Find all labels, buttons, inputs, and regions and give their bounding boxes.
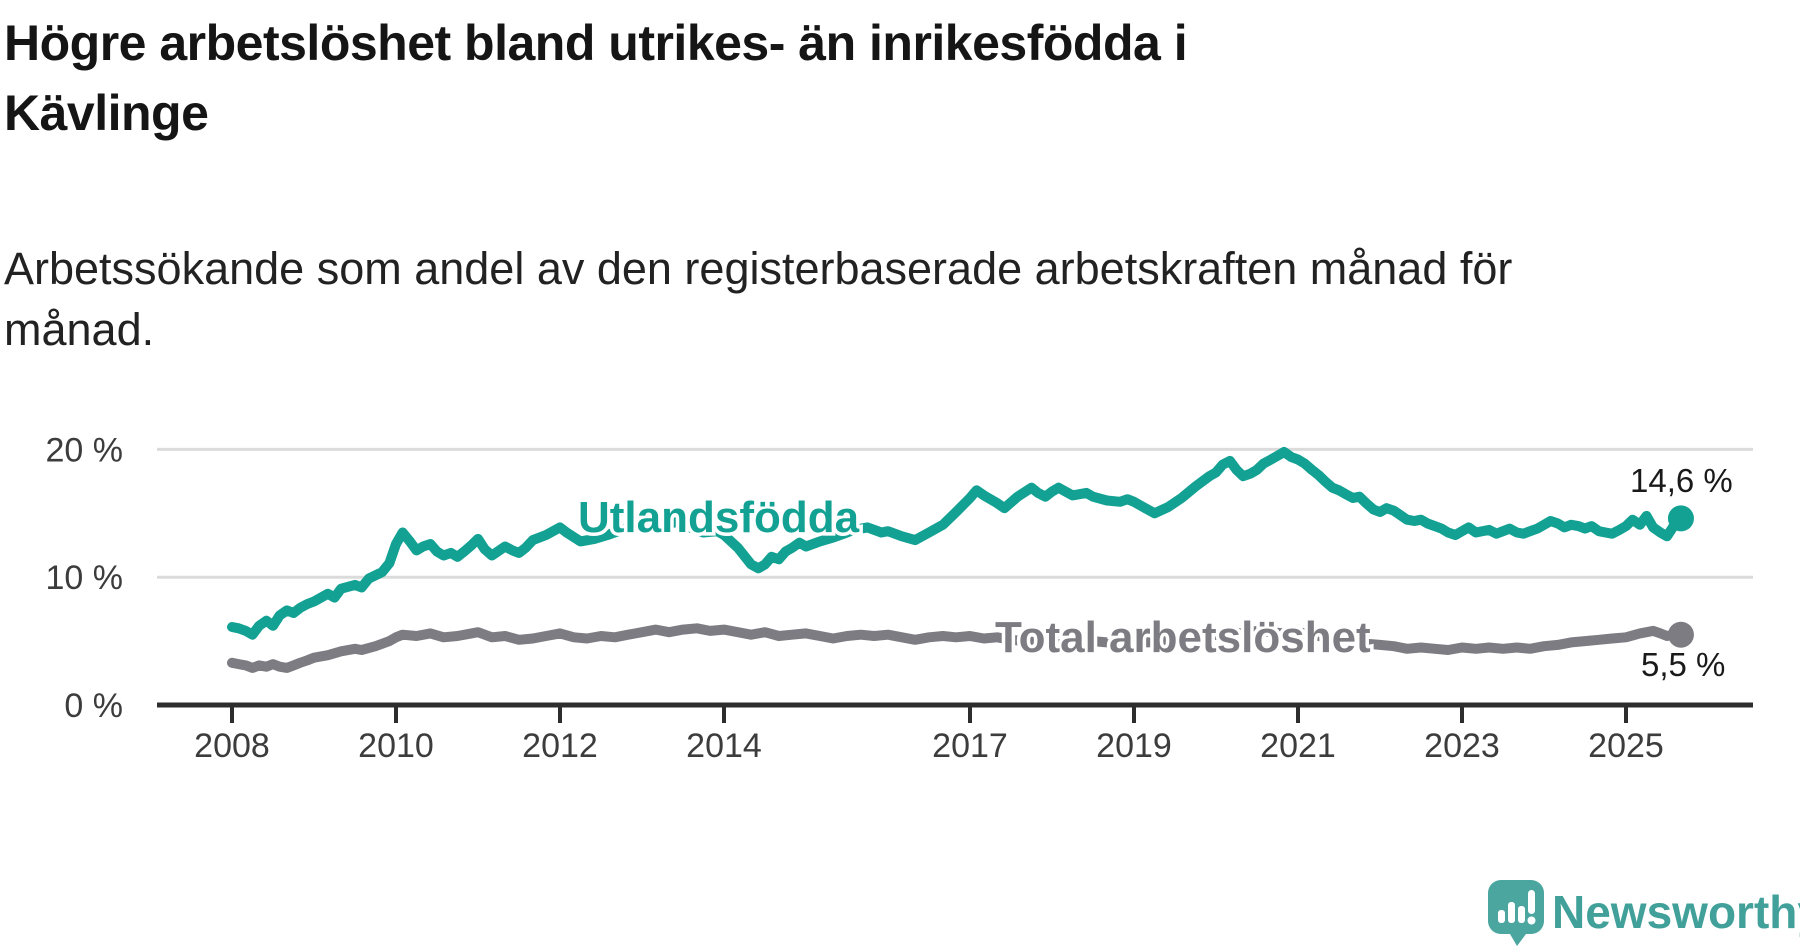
series-end-dot-utlandsfodda <box>1667 505 1694 532</box>
series-line-utlandsfodda <box>227 447 1686 640</box>
x-tick-label-2019: 2019 <box>1096 727 1172 765</box>
x-tick-label-2010: 2010 <box>358 727 434 765</box>
x-tick-label-2025: 2025 <box>1588 727 1664 765</box>
newsworthy-bubble-icon <box>1488 880 1544 946</box>
y-tick-label-10: 10 % <box>46 559 124 597</box>
x-tick-label-2014: 2014 <box>686 727 762 765</box>
chart-title-line2: Kävlinge <box>4 85 209 141</box>
series-end-dot-total <box>1667 621 1694 648</box>
line-chart: 20 % 10 % 0 % 2008 2010 2012 2014 2017 2019 2021 2… <box>0 370 1800 800</box>
chart-title-line1: Högre arbetslöshet bland utrikes- än inr… <box>4 15 1188 71</box>
newsworthy-logo: Newsworthy <box>1486 878 1800 948</box>
series-label-total: Total arbetslöshet <box>995 613 1371 662</box>
chart-title: Högre arbetslöshet bland utrikes- än inr… <box>4 8 1188 148</box>
chart-subtitle: Arbetssökande som andel av den registerb… <box>4 238 1512 360</box>
y-tick-label-20: 20 % <box>46 431 124 469</box>
chart-subtitle-line1: Arbetssökande som andel av den registerb… <box>4 243 1513 294</box>
newsworthy-wordmark: Newsworthy <box>1552 886 1800 938</box>
x-tick-label-2017: 2017 <box>932 727 1008 765</box>
x-tick-label-2008: 2008 <box>194 727 270 765</box>
end-value-label-utlandsfodda: 14,6 % <box>1630 462 1733 499</box>
x-tick-label-2012: 2012 <box>522 727 598 765</box>
series-line-total <box>227 623 1686 673</box>
y-tick-label-0: 0 % <box>64 687 123 725</box>
chart-subtitle-line2: månad. <box>4 304 155 355</box>
line-chart-canvas: 20 % 10 % 0 % 2008 2010 2012 2014 2017 2019 2021 2… <box>46 431 1753 765</box>
x-tick-label-2021: 2021 <box>1260 727 1336 765</box>
x-tick-label-2023: 2023 <box>1424 727 1500 765</box>
end-value-label-total: 5,5 % <box>1641 646 1725 683</box>
series-label-utlandsfodda: Utlandsfödda <box>578 493 860 542</box>
